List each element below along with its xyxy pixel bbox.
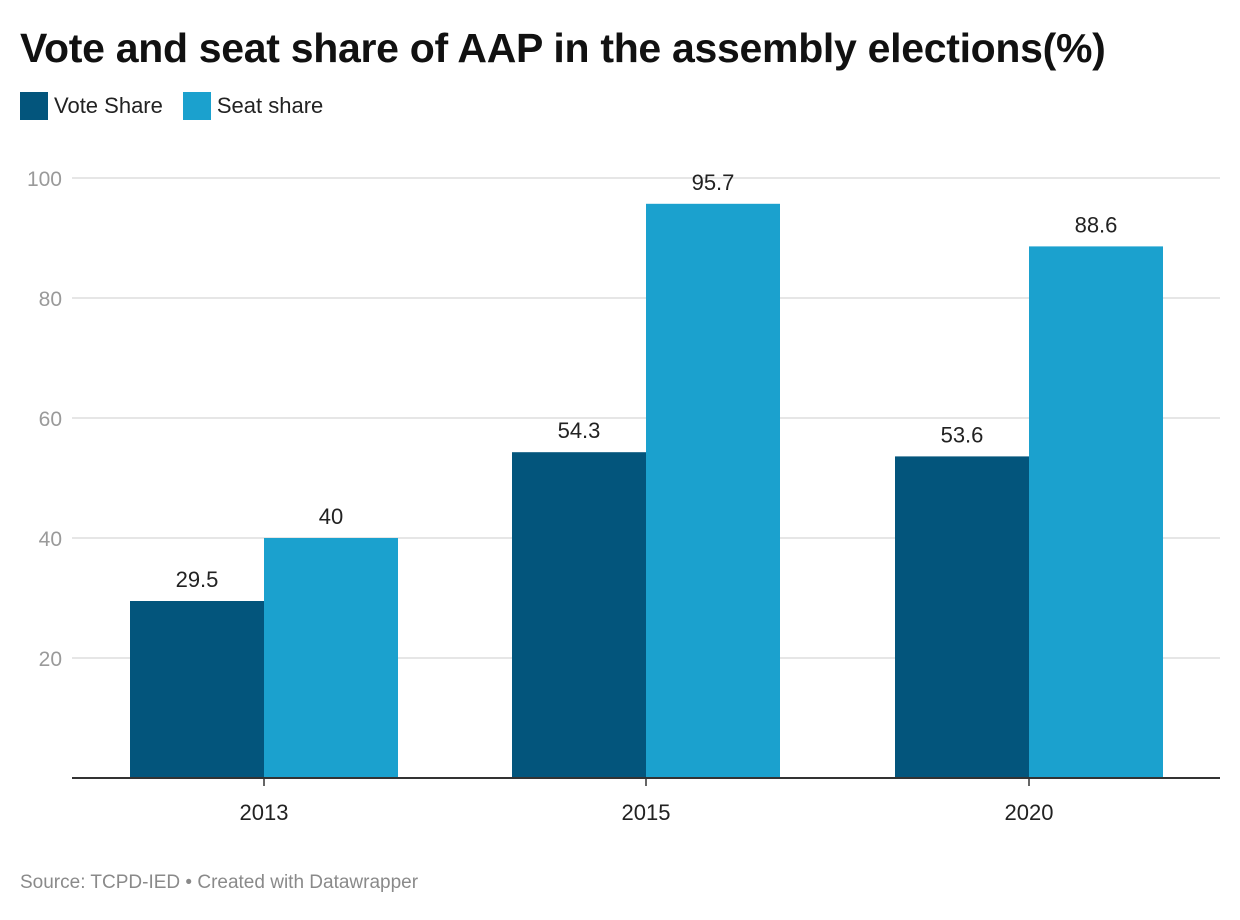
- bar-vote-share-2020: [895, 456, 1029, 778]
- data-label-vote-share-2020: 53.6: [941, 422, 984, 447]
- bar-vote-share-2015: [512, 452, 646, 778]
- bar-seat-share-2015: [646, 203, 780, 779]
- source-note: Source: TCPD-IED • Created with Datawrap…: [20, 872, 419, 893]
- data-label-vote-share-2013: 29.5: [176, 567, 219, 592]
- data-label-vote-share-2015: 54.3: [558, 418, 601, 443]
- bar-vote-share-2013: [130, 601, 264, 778]
- data-label-seat-share-2020: 88.6: [1075, 212, 1118, 237]
- y-tick-label-60: 60: [39, 408, 62, 431]
- data-label-seat-share-2013: 40: [319, 504, 343, 529]
- legend-swatch-vote-share: [20, 92, 48, 120]
- y-tick-label-100: 100: [27, 168, 62, 191]
- y-tick-label-20: 20: [39, 648, 62, 671]
- data-label-seat-share-2015: 95.7: [692, 170, 735, 195]
- bar-seat-share-2020: [1029, 246, 1163, 778]
- x-tick-label-2013: 2013: [240, 800, 289, 825]
- legend-item-seat-share: Seat share: [182, 92, 324, 120]
- legend-label-vote-share: Vote Share: [54, 93, 163, 118]
- bar-seat-share-2013: [264, 538, 398, 778]
- legend: Vote Share Seat share: [20, 92, 343, 120]
- legend-item-vote-share: Vote Share: [20, 92, 163, 120]
- legend-swatch-seat-share: [182, 92, 211, 120]
- chart-title: Vote and seat share of AAP in the assemb…: [20, 25, 1106, 71]
- y-tick-label-80: 80: [39, 288, 62, 311]
- y-tick-label-40: 40: [39, 528, 62, 551]
- x-tick-label-2020: 2020: [1005, 800, 1054, 825]
- legend-label-seat-share: Seat share: [216, 93, 324, 118]
- x-tick-label-2015: 2015: [622, 800, 671, 825]
